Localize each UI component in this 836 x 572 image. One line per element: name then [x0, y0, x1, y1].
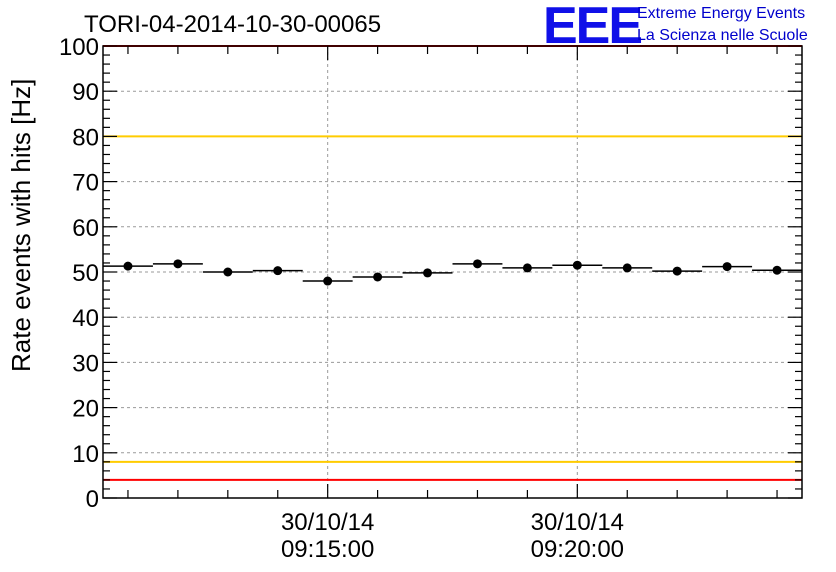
eee-logo: EEE Extreme Energy Events La Scienza nel… [543, 0, 808, 55]
y-tick-label: 60 [72, 215, 99, 242]
data-point [373, 272, 383, 282]
y-tick-label: 30 [72, 350, 99, 377]
y-axis-label: Rate events with hits [Hz] [6, 79, 36, 372]
data-point [472, 259, 482, 269]
y-tick-label: 90 [72, 79, 99, 106]
y-tick-label: 20 [72, 396, 99, 423]
x-tick-time: 09:15:00 [281, 536, 374, 563]
x-tick-date: 30/10/14 [281, 509, 374, 536]
y-tick-label: 10 [72, 441, 99, 468]
data-point [123, 261, 133, 271]
y-tick-label: 0 [86, 486, 99, 513]
data-series [103, 259, 802, 286]
data-point [622, 263, 632, 273]
y-tick-label: 70 [72, 170, 99, 197]
data-point [173, 259, 183, 269]
data-point [722, 262, 732, 272]
plot-frame [102, 45, 803, 499]
y-tick-label: 40 [72, 305, 99, 332]
y-tick-labels: 0 10 20 30 40 50 60 70 80 90 100 [59, 34, 99, 513]
data-point [273, 266, 283, 276]
data-point [323, 276, 333, 286]
reference-lines [103, 45, 802, 481]
data-point [772, 265, 782, 275]
axes [103, 45, 802, 499]
data-point [223, 267, 233, 277]
x-tick-time: 09:20:00 [531, 536, 624, 563]
x-tick-date: 30/10/14 [531, 509, 624, 536]
logo-line-2: La Scienza nelle Scuole [637, 27, 808, 44]
y-tick-label: 50 [72, 260, 99, 287]
logo-line-1: Extreme Energy Events [637, 5, 805, 22]
chart-title: TORI-04-2014-10-30-00065 [84, 11, 381, 38]
y-tick-label: 100 [59, 34, 99, 61]
data-point [672, 266, 682, 276]
data-point [572, 260, 582, 270]
data-point [522, 263, 532, 273]
y-tick-label: 80 [72, 124, 99, 151]
data-point [423, 268, 433, 278]
